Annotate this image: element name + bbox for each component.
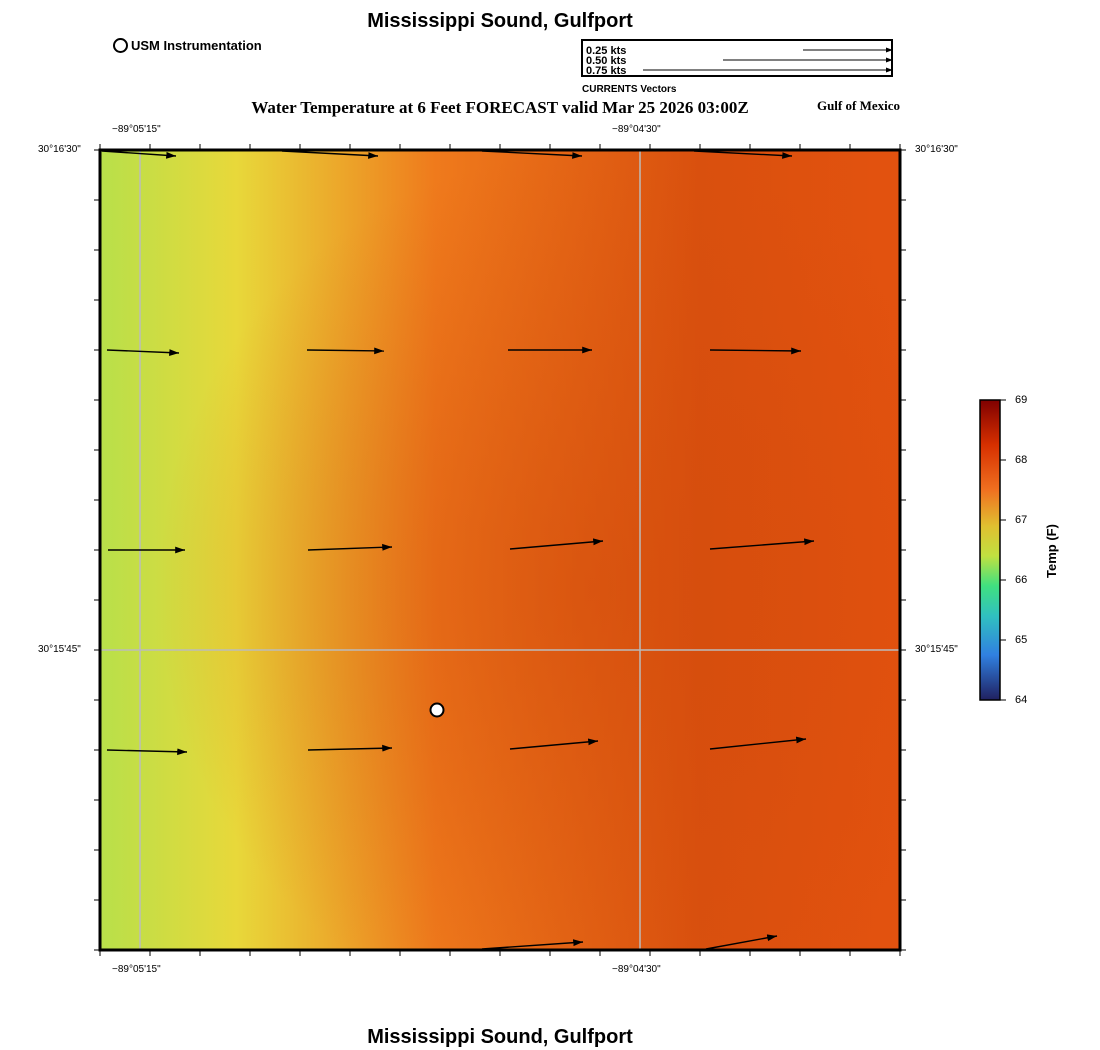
vector-legend-caption: CURRENTS Vectors [582, 84, 677, 95]
current-vector [106, 748, 188, 756]
current-vector [509, 738, 599, 750]
region-label: Gulf of Mexico [816, 98, 900, 113]
current-vector [509, 538, 604, 550]
map-frame [98, 148, 902, 952]
current-vector [709, 736, 807, 750]
station-marker-icon [113, 37, 128, 53]
vector-legend-row-1: 0.25 kts [586, 45, 627, 57]
map-subtitle: Water Temperature at 6 Feet FORECAST val… [251, 98, 749, 117]
lat-label-right-1: 30°16'30" [915, 144, 958, 155]
current-vector [307, 543, 393, 551]
current-vector [481, 939, 584, 950]
lon-label-top-2: −89°04'30" [612, 124, 661, 135]
station-legend-label: USM Instrumentation [131, 37, 262, 53]
colorbar-tick-label: 64 [1015, 694, 1028, 706]
temperature-field [100, 150, 900, 950]
station-marker[interactable] [429, 702, 445, 718]
colorbar-scale [979, 399, 1001, 701]
vector-legend-row-2: 0.50 kts [586, 55, 627, 67]
current-vector [709, 347, 802, 355]
current-vectors [101, 150, 815, 950]
current-vector [306, 347, 385, 355]
lon-label-bottom-1: −89°05'15" [112, 964, 161, 975]
lat-label-right-2: 30°15'45" [915, 644, 958, 655]
vector-legend-arrows [643, 47, 893, 73]
lat-label-left-1: 30°16'30" [38, 144, 81, 155]
current-vector [705, 934, 778, 950]
current-vector [481, 150, 583, 159]
lon-label-top-1: −89°05'15" [112, 124, 161, 135]
colorbar-tick-label: 69 [1015, 394, 1028, 406]
footer-title: Mississippi Sound, Gulfport [367, 1026, 633, 1048]
current-vector [709, 538, 815, 550]
colorbar [979, 399, 1006, 701]
vector-legend-row-3: 0.75 kts [586, 65, 627, 77]
colorbar-tick-label: 65 [1015, 634, 1028, 646]
current-vector [307, 744, 393, 752]
colorbar-tick-label: 66 [1015, 574, 1028, 586]
current-vector [106, 349, 180, 357]
colorbar-tick-label: 68 [1015, 454, 1028, 466]
station-legend: USM Instrumentation [113, 37, 262, 53]
colorbar-title: Temp (F) [1044, 524, 1059, 578]
lat-label-left-2: 30°15'45" [38, 644, 81, 655]
colorbar-tick-label: 67 [1015, 514, 1028, 526]
map-title: Mississippi Sound, Gulfport [367, 10, 633, 32]
current-vector [693, 150, 793, 159]
current-vector [101, 150, 177, 159]
vector-legend: 0.25 kts 0.50 kts 0.75 kts [581, 39, 893, 77]
lon-label-bottom-2: −89°04'30" [612, 964, 661, 975]
current-vector [281, 150, 379, 159]
